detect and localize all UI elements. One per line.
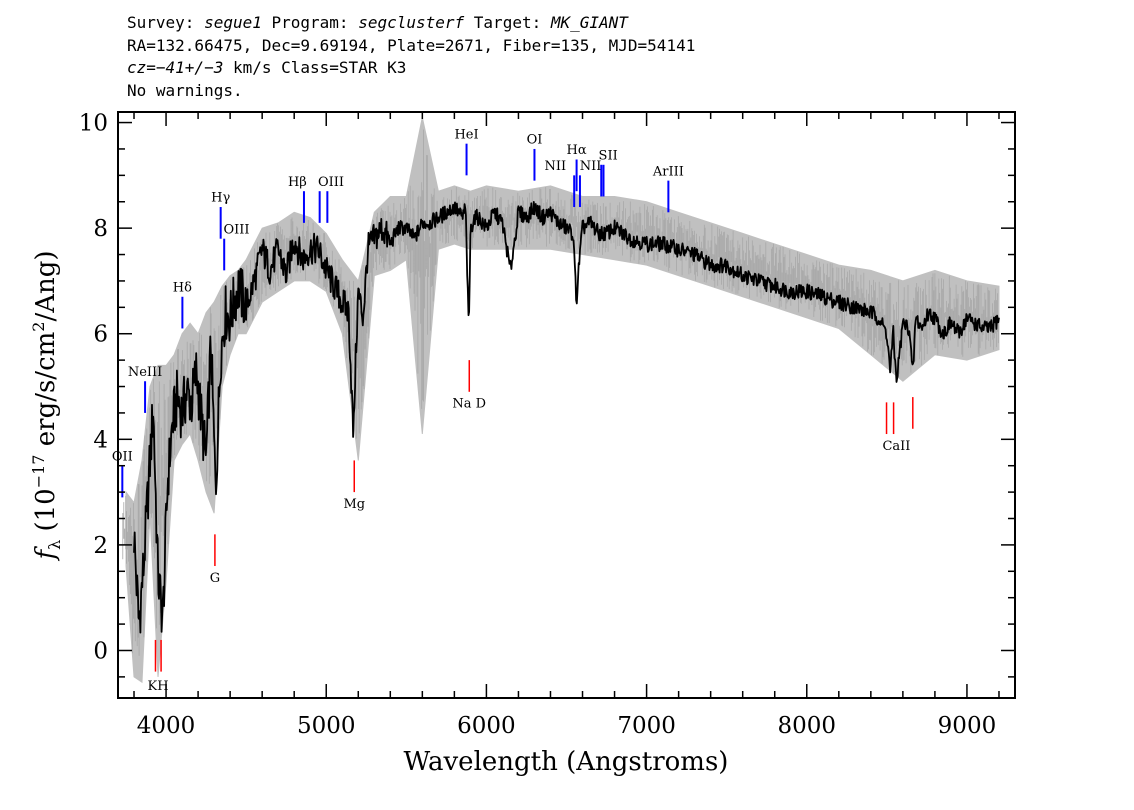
plot-frame bbox=[117, 111, 1016, 699]
absorption-line-label: G bbox=[210, 571, 220, 586]
y-tick-label: 2 bbox=[93, 533, 108, 559]
x-tick-label: 8000 bbox=[777, 713, 836, 739]
y-axis-subscript: λ bbox=[45, 540, 64, 550]
absorption-line-label: CaII bbox=[882, 439, 910, 454]
axes-layer: 4000 5000 6000 7000 8000 9000 0 2 4 6 8 10 bbox=[79, 111, 1016, 739]
y-axis-prefix: (10 bbox=[31, 488, 61, 540]
emission-line-label: Hβ bbox=[288, 175, 307, 190]
y-axis-label: fλ (10−17 erg/s/cm2/Ang) bbox=[29, 250, 64, 561]
y-axis-units: erg/s/cm bbox=[31, 332, 61, 455]
header-line-warnings: No warnings. bbox=[127, 80, 243, 100]
cz-value: =−41+/−3 bbox=[146, 58, 224, 77]
flux-spectrum-line bbox=[133, 201, 1000, 634]
error-band-layer bbox=[122, 117, 1000, 684]
x-tick-label: 9000 bbox=[938, 713, 997, 739]
program-value: segclusterf bbox=[358, 13, 465, 32]
emission-line-label: Hγ bbox=[211, 191, 230, 206]
survey-label: Survey: bbox=[127, 13, 205, 32]
program-label: Program: bbox=[261, 13, 359, 32]
y-tick-label: 6 bbox=[93, 322, 108, 348]
header-line-survey: Survey: segue1 Program: segclusterf Targ… bbox=[127, 12, 695, 35]
emission-line-label: OIII bbox=[223, 222, 249, 237]
header-line-coords: RA=132.66475, Dec=9.69194, Plate=2671, F… bbox=[127, 35, 696, 55]
x-tick-label: 4000 bbox=[137, 713, 196, 739]
y-tick-label: 10 bbox=[79, 111, 108, 137]
emission-line-label: SII bbox=[599, 149, 618, 164]
class-text: km/s Class=STAR K3 bbox=[223, 58, 407, 77]
emission-line-label: Hδ bbox=[173, 280, 192, 295]
y-axis-exponent-2: 2 bbox=[29, 322, 48, 332]
target-value: MK_GIANT bbox=[550, 13, 628, 32]
absorption-line-label: Na D bbox=[452, 397, 486, 412]
absorption-line-label: Mg bbox=[343, 497, 365, 512]
error-band bbox=[125, 117, 1000, 684]
header-line-redshift: cz=−41+/−3 km/s Class=STAR K3 bbox=[127, 57, 695, 80]
emission-line-label: NII bbox=[544, 159, 566, 174]
y-axis-suffix: /Ang) bbox=[31, 250, 61, 321]
emission-line-label: OII bbox=[112, 449, 133, 464]
flux-layer bbox=[133, 201, 1000, 634]
emission-line-label: Hα bbox=[567, 143, 587, 158]
target-label: Target: bbox=[464, 13, 551, 32]
x-tick-label: 6000 bbox=[457, 713, 516, 739]
survey-value: segue1 bbox=[204, 13, 262, 32]
emission-line-label: OI bbox=[527, 133, 543, 148]
cz-label: cz bbox=[127, 58, 147, 77]
y-axis-exponent: −17 bbox=[29, 455, 48, 489]
emission-line-label: NeIII bbox=[128, 365, 162, 380]
emission-line-label: ArIII bbox=[652, 164, 684, 179]
spectrum-header: Survey: segue1 Program: segclusterf Targ… bbox=[127, 12, 695, 102]
emission-line-label: NII bbox=[580, 159, 602, 174]
y-tick-label: 0 bbox=[93, 638, 108, 664]
emission-line-label: HeI bbox=[454, 127, 478, 142]
x-tick-label: 5000 bbox=[297, 713, 356, 739]
x-axis-label: Wavelength (Angstroms) bbox=[404, 747, 729, 777]
absorption-line-label: KH bbox=[148, 679, 169, 694]
emission-line-label: OIII bbox=[318, 175, 344, 190]
x-tick-label: 7000 bbox=[617, 713, 676, 739]
y-tick-label: 8 bbox=[93, 216, 108, 242]
y-tick-label: 4 bbox=[93, 427, 108, 453]
